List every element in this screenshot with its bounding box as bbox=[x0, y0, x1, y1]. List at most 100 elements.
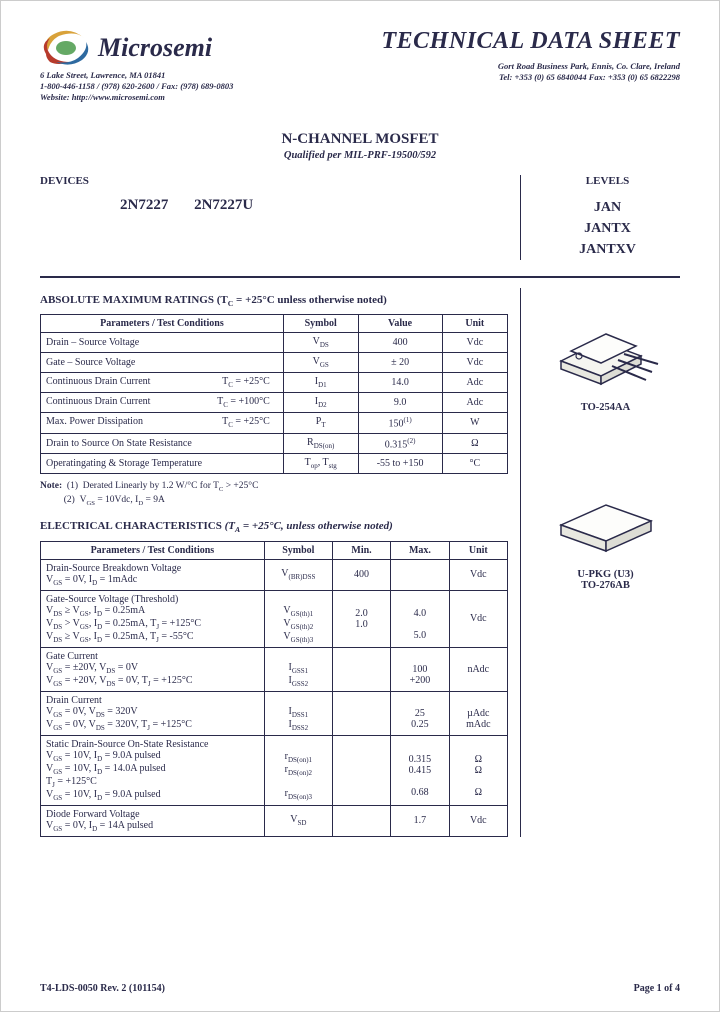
symbol-cell: VGS bbox=[283, 353, 358, 373]
package-label: U-PKG (U3) bbox=[531, 569, 680, 580]
logo-block: Microsemi 6 Lake Street, Lawrence, MA 01… bbox=[40, 28, 233, 103]
symbol-cell: IDSS1IDSS2 bbox=[264, 691, 332, 735]
min-cell bbox=[332, 647, 390, 691]
devices-levels-row: DEVICES 2N7227 2N7227U LEVELS JAN JANTX … bbox=[40, 175, 680, 260]
table-row: Max. Power DissipationTC = +25°C PT 150(… bbox=[41, 413, 508, 433]
table-row: Gate-Source Voltage (Threshold)VDS ≥ VGS… bbox=[41, 590, 508, 647]
param-cell: Drain to Source On State Resistance bbox=[41, 433, 284, 453]
max-cell: 250.25 bbox=[391, 691, 449, 735]
unit-cell: ΩΩ Ω bbox=[449, 735, 507, 805]
table-row: Diode Forward VoltageVGS = 0V, ID = 14A … bbox=[41, 805, 508, 836]
addr-line: Gort Road Business Park, Ennis, Co. Clar… bbox=[381, 61, 680, 72]
table-row: Operatingating & Storage Temperature Top… bbox=[41, 453, 508, 473]
addr-line: 1-800-446-1158 / (978) 620-2600 / Fax: (… bbox=[40, 81, 233, 92]
param-cell: Operatingating & Storage Temperature bbox=[41, 453, 284, 473]
table-row: Continuous Drain CurrentTC = +100°C ID2 … bbox=[41, 393, 508, 413]
elec-char-table: Parameters / Test Conditions Symbol Min.… bbox=[40, 541, 508, 837]
param-cell: Gate-Source Voltage (Threshold)VDS ≥ VGS… bbox=[41, 590, 265, 647]
abs-max-table: Parameters / Test Conditions Symbol Valu… bbox=[40, 314, 508, 474]
unit-cell: Vdc bbox=[442, 333, 507, 353]
param-cell: Max. Power DissipationTC = +25°C bbox=[41, 413, 284, 433]
col-header: Value bbox=[358, 315, 442, 333]
col-header: Parameters / Test Conditions bbox=[41, 315, 284, 333]
table-header-row: Parameters / Test Conditions Symbol Valu… bbox=[41, 315, 508, 333]
unit-cell: Adc bbox=[442, 393, 507, 413]
col-header: Parameters / Test Conditions bbox=[41, 541, 265, 559]
value-cell: 400 bbox=[358, 333, 442, 353]
addr-line: Tel: +353 (0) 65 6840044 Fax: +353 (0) 6… bbox=[381, 72, 680, 83]
param-cell: Static Drain-Source On-State ResistanceV… bbox=[41, 735, 265, 805]
divider bbox=[40, 276, 680, 278]
col-header: Symbol bbox=[283, 315, 358, 333]
max-cell: 0.3150.415 0.68 bbox=[391, 735, 449, 805]
logo-row: Microsemi bbox=[40, 28, 233, 68]
content-row: ABSOLUTE MAXIMUM RATINGS (TC = +25°C unl… bbox=[40, 288, 680, 836]
part-number: 2N7227U bbox=[194, 197, 253, 213]
col-header: Max. bbox=[391, 541, 449, 559]
levels-list: JAN JANTX JANTXV bbox=[535, 197, 680, 260]
param-cell: Gate – Source Voltage bbox=[41, 353, 284, 373]
col-header: Unit bbox=[449, 541, 507, 559]
package-to254-icon bbox=[546, 306, 666, 396]
max-cell: 1.7 bbox=[391, 805, 449, 836]
value-cell: 0.315(2) bbox=[358, 433, 442, 453]
max-cell: 4.0 5.0 bbox=[391, 590, 449, 647]
symbol-cell: VDS bbox=[283, 333, 358, 353]
table-row: Continuous Drain CurrentTC = +25°C ID1 1… bbox=[41, 373, 508, 393]
qualification: Qualified per MIL-PRF-19500/592 bbox=[40, 150, 680, 161]
value-cell: ± 20 bbox=[358, 353, 442, 373]
document-title: TECHNICAL DATA SHEET bbox=[381, 28, 680, 55]
microsemi-logo-icon bbox=[40, 28, 92, 68]
col-header: Symbol bbox=[264, 541, 332, 559]
table-row: Drain to Source On State Resistance RDS(… bbox=[41, 433, 508, 453]
symbol-cell: VSD bbox=[264, 805, 332, 836]
min-cell: 400 bbox=[332, 559, 390, 590]
header: Microsemi 6 Lake Street, Lawrence, MA 01… bbox=[40, 28, 680, 103]
symbol-cell: ID2 bbox=[283, 393, 358, 413]
value-cell: 9.0 bbox=[358, 393, 442, 413]
max-cell bbox=[391, 559, 449, 590]
symbol-cell: VGS(th)1VGS(th)2VGS(th)3 bbox=[264, 590, 332, 647]
unit-cell: nAdc bbox=[449, 647, 507, 691]
product-heading: N-CHANNEL MOSFET Qualified per MIL-PRF-1… bbox=[40, 131, 680, 161]
level-item: JANTXV bbox=[535, 239, 680, 260]
unit-cell: µAdcmAdc bbox=[449, 691, 507, 735]
package-label: TO-276AB bbox=[531, 580, 680, 591]
devices-label: DEVICES bbox=[40, 175, 520, 187]
part-number: 2N7227 bbox=[120, 197, 168, 213]
param-cell: Drain – Source Voltage bbox=[41, 333, 284, 353]
min-cell bbox=[332, 691, 390, 735]
unit-cell: Adc bbox=[442, 373, 507, 393]
abs-max-notes: Note: (1) Derated Linearly by 1.2 W/°C f… bbox=[40, 480, 508, 508]
package-upkg-icon bbox=[546, 483, 666, 563]
param-cell: Drain-Source Breakdown VoltageVGS = 0V, … bbox=[41, 559, 265, 590]
unit-cell: W bbox=[442, 413, 507, 433]
symbol-cell: Top, Tstg bbox=[283, 453, 358, 473]
symbol-cell: V(BR)DSS bbox=[264, 559, 332, 590]
table-row: Static Drain-Source On-State ResistanceV… bbox=[41, 735, 508, 805]
min-cell: 2.01.0 bbox=[332, 590, 390, 647]
company-name: Microsemi bbox=[98, 33, 212, 63]
unit-cell: Ω bbox=[442, 433, 507, 453]
package-label: TO-254AA bbox=[531, 402, 680, 413]
table-row: Drain CurrentVGS = 0V, VDS = 320VVGS = 0… bbox=[41, 691, 508, 735]
table-row: Drain – Source Voltage VDS 400 Vdc bbox=[41, 333, 508, 353]
unit-cell: Vdc bbox=[442, 353, 507, 373]
addr-line: 6 Lake Street, Lawrence, MA 01841 bbox=[40, 70, 233, 81]
abs-max-title: ABSOLUTE MAXIMUM RATINGS (TC = +25°C unl… bbox=[40, 294, 508, 308]
symbol-cell: RDS(on) bbox=[283, 433, 358, 453]
footer: T4-LDS-0050 Rev. 2 (101154) Page 1 of 4 bbox=[40, 983, 680, 994]
table-row: Gate – Source Voltage VGS ± 20 Vdc bbox=[41, 353, 508, 373]
value-cell: 150(1) bbox=[358, 413, 442, 433]
min-cell bbox=[332, 735, 390, 805]
table-row: Drain-Source Breakdown VoltageVGS = 0V, … bbox=[41, 559, 508, 590]
levels-block: LEVELS JAN JANTX JANTXV bbox=[520, 175, 680, 260]
symbol-cell: ID1 bbox=[283, 373, 358, 393]
levels-label: LEVELS bbox=[535, 175, 680, 187]
level-item: JANTX bbox=[535, 218, 680, 239]
company-address-left: 6 Lake Street, Lawrence, MA 01841 1-800-… bbox=[40, 70, 233, 103]
value-cell: 14.0 bbox=[358, 373, 442, 393]
symbol-cell: IGSS1IGSS2 bbox=[264, 647, 332, 691]
devices-block: DEVICES 2N7227 2N7227U bbox=[40, 175, 520, 260]
param-cell: Drain CurrentVGS = 0V, VDS = 320VVGS = 0… bbox=[41, 691, 265, 735]
